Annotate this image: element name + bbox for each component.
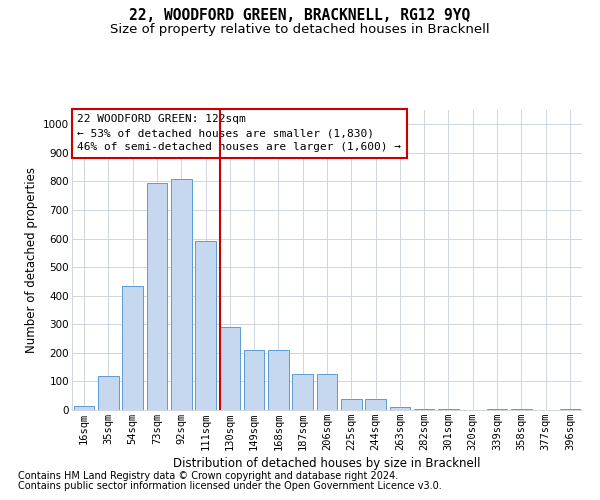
Bar <box>341 398 362 410</box>
Bar <box>365 398 386 410</box>
Bar <box>414 408 434 410</box>
Bar <box>244 350 265 410</box>
Text: 22 WOODFORD GREEN: 122sqm
← 53% of detached houses are smaller (1,830)
46% of se: 22 WOODFORD GREEN: 122sqm ← 53% of detac… <box>77 114 401 152</box>
Bar <box>487 408 508 410</box>
Bar <box>511 408 532 410</box>
Bar <box>317 374 337 410</box>
Bar <box>146 183 167 410</box>
Bar <box>122 286 143 410</box>
Bar <box>98 376 119 410</box>
Bar <box>74 406 94 410</box>
Text: Size of property relative to detached houses in Bracknell: Size of property relative to detached ho… <box>110 22 490 36</box>
Bar <box>195 242 216 410</box>
Bar <box>220 327 240 410</box>
Bar <box>560 408 580 410</box>
Text: Distribution of detached houses by size in Bracknell: Distribution of detached houses by size … <box>173 458 481 470</box>
Bar <box>292 374 313 410</box>
Text: Contains public sector information licensed under the Open Government Licence v3: Contains public sector information licen… <box>18 481 442 491</box>
Bar <box>171 178 191 410</box>
Bar <box>268 350 289 410</box>
Bar <box>438 408 459 410</box>
Text: 22, WOODFORD GREEN, BRACKNELL, RG12 9YQ: 22, WOODFORD GREEN, BRACKNELL, RG12 9YQ <box>130 8 470 22</box>
Y-axis label: Number of detached properties: Number of detached properties <box>25 167 38 353</box>
Bar <box>389 407 410 410</box>
Text: Contains HM Land Registry data © Crown copyright and database right 2024.: Contains HM Land Registry data © Crown c… <box>18 471 398 481</box>
